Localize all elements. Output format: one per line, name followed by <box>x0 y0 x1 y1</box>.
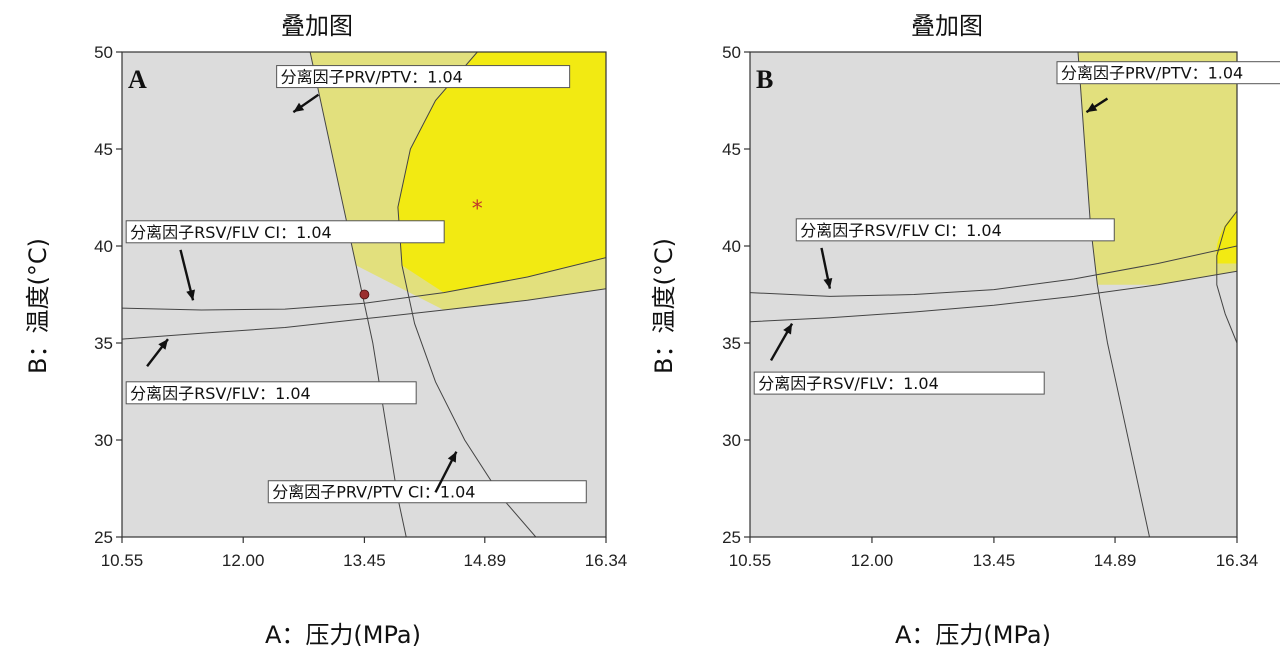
arrow-head <box>186 289 196 301</box>
x-tick-label: 16.34 <box>585 551 628 570</box>
feasible-region-inner <box>1216 211 1237 264</box>
annotation-text: 分离因子PRV/PTV CI：1.04 <box>272 483 475 502</box>
arrow-head <box>447 451 457 463</box>
optimum-marker: * <box>472 197 483 222</box>
annotation-text: 分离因子RSV/FLV CI：1.04 <box>800 221 1002 240</box>
panel-letter: B <box>756 65 773 94</box>
chart-title: 叠加图 <box>281 12 353 40</box>
annotation-box <box>276 65 571 89</box>
annotation-text: 分离因子RSV/FLV：1.04 <box>758 374 939 393</box>
annotation-label: 分离因子RSV/FLV：1.04 <box>125 338 417 405</box>
arrow-head <box>783 323 793 335</box>
x-axis-label: A：压力(MPa) <box>265 621 421 649</box>
curve-rsv-flv-ci <box>122 257 606 311</box>
curve-prv-ptv <box>1077 52 1150 537</box>
arrow-head <box>293 102 305 113</box>
annotation-text: 分离因子PRV/PTV：1.04 <box>281 68 463 87</box>
y-tick-label: 45 <box>722 140 741 159</box>
y-axis-label: B：温度(°C) <box>24 238 52 374</box>
annotation-box <box>795 218 1115 242</box>
annotation-box <box>753 371 1045 395</box>
x-tick-label: 16.34 <box>1216 551 1259 570</box>
x-tick-label: 14.89 <box>1094 551 1137 570</box>
annotation-text: 分离因子RSV/FLV CI：1.04 <box>130 223 332 242</box>
annotation-label: 分离因子RSV/FLV CI：1.04 <box>125 220 445 301</box>
x-tick-label: 10.55 <box>101 551 144 570</box>
x-tick-label: 13.45 <box>973 551 1016 570</box>
y-tick-label: 45 <box>94 140 113 159</box>
y-tick-label: 35 <box>722 334 741 353</box>
y-tick-label: 25 <box>722 528 741 547</box>
curve-rsv-flv <box>122 288 606 340</box>
y-tick-label: 50 <box>722 43 741 62</box>
y-tick-label: 40 <box>722 237 741 256</box>
annotation-text: 分离因子RSV/FLV：1.04 <box>130 384 311 403</box>
panel-a: * 10.55 12.00 13.45 14.89 16.34 25 30 35 40 45 50 叠加… <box>24 12 628 649</box>
x-tick-label: 13.45 <box>343 551 386 570</box>
curve-prv-ptv-ci <box>1216 210 1237 344</box>
curve-rsv-flv-ci <box>750 245 1237 297</box>
annotation-label: 分离因子RSV/FLV：1.04 <box>753 323 1045 395</box>
y-tick-label: 35 <box>94 334 113 353</box>
y-axis-label: B：温度(°C) <box>650 238 678 374</box>
annotation-label: 分离因子RSV/FLV CI：1.04 <box>795 218 1115 289</box>
panel-letter: A <box>128 65 147 94</box>
y-tick-label: 30 <box>94 431 113 450</box>
x-tick-label: 12.00 <box>851 551 894 570</box>
y-tick-label: 50 <box>94 43 113 62</box>
curve-rsv-flv <box>750 270 1237 323</box>
x-tick-label: 10.55 <box>729 551 772 570</box>
annotation-box <box>267 480 587 504</box>
y-tick-label: 25 <box>94 528 113 547</box>
feasible-region-outer <box>1078 52 1237 285</box>
annotation-text: 分离因子PRV/PTV：1.04 <box>1061 64 1243 83</box>
curve-prv-ptv-ci <box>397 52 537 537</box>
annotation-box <box>1056 61 1280 85</box>
annotation-label: 分离因子PRV/PTV：1.04 <box>1056 61 1280 114</box>
x-tick-label: 14.89 <box>464 551 507 570</box>
y-tick-label: 30 <box>722 431 741 450</box>
panel-b: 10.55 12.00 13.45 14.89 16.34 25 30 35 40 45 50 叠加图… <box>650 12 1280 649</box>
arrow-head <box>823 277 833 289</box>
arrow-head <box>1086 102 1098 113</box>
design-point <box>359 289 370 300</box>
annotation-box <box>125 220 445 244</box>
y-tick-label: 40 <box>94 237 113 256</box>
chart-title: 叠加图 <box>911 12 983 40</box>
annotation-box <box>125 381 417 405</box>
x-tick-label: 12.00 <box>222 551 265 570</box>
plot-region <box>750 52 1237 537</box>
annotation-label: 分离因子PRV/PTV：1.04 <box>276 65 571 114</box>
plot-region: * <box>122 52 606 537</box>
arrow-head <box>158 339 168 350</box>
feasible-region-inner <box>397 52 606 293</box>
annotation-label: 分离因子PRV/PTV CI：1.04 <box>267 451 587 504</box>
x-axis-label: A：压力(MPa) <box>895 621 1051 649</box>
